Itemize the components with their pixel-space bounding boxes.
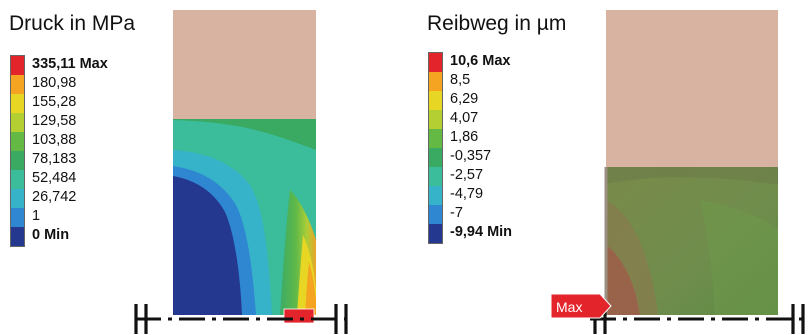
right-legend-label: -9,94 Min <box>450 224 513 240</box>
left-legend-label: 0 Min <box>32 227 70 243</box>
left-contour-right-orange <box>305 262 316 315</box>
right-legend-swatch <box>429 186 442 205</box>
right-upper-block <box>606 10 778 167</box>
left-legend-label: 335,11 Max <box>32 56 108 72</box>
left-legend-label: 78,183 <box>32 151 77 167</box>
left-upper-block <box>173 10 316 119</box>
right-legend-swatch <box>429 91 442 110</box>
left-model <box>134 10 348 334</box>
right-legend-label: -7 <box>450 205 463 221</box>
left-legend-swatch <box>11 56 24 75</box>
left-panel-title: Druck in MPa <box>9 12 136 35</box>
right-contour-min-zone <box>606 245 640 315</box>
left-legend-swatch <box>11 170 24 189</box>
right-legend-swatch <box>429 53 442 72</box>
left-legend-label: 180,98 <box>32 75 77 91</box>
left-legend-swatch <box>11 227 24 246</box>
right-max-tag-label: Max <box>556 299 582 315</box>
left-legend-colorbar <box>10 55 25 247</box>
right-legend-label: 8,5 <box>450 72 471 88</box>
left-legend-swatch <box>11 208 24 227</box>
left-axis-break-marker-left <box>134 304 148 334</box>
right-contour-right-zone <box>700 200 778 315</box>
right-legend-swatch <box>429 129 442 148</box>
right-legend-swatch <box>429 148 442 167</box>
left-legend-label: 26,742 <box>32 189 77 205</box>
right-legend-label: -0,357 <box>450 148 492 164</box>
right-legend-swatch <box>429 110 442 129</box>
left-legend-label: 52,484 <box>32 170 77 186</box>
left-axis-break-marker-right <box>334 304 348 334</box>
right-legend-label: -2,57 <box>450 167 484 183</box>
left-legend-label: 155,28 <box>32 94 77 110</box>
right-legend-swatch <box>429 205 442 224</box>
left-legend-label: 103,88 <box>32 132 77 148</box>
left-legend-swatch <box>11 75 24 94</box>
right-legend-labels: 10,6 Max 8,5 6,29 4,07 1,86 -0,357 -2,57 -4,79 -… <box>450 52 512 242</box>
left-legend-labels: 335,11 Max 180,98 155,28 129,58 103,88 78,183… <box>32 55 108 245</box>
left-contour-band-top <box>173 119 316 150</box>
right-axis-break-marker-right <box>791 304 805 334</box>
left-max-marker <box>283 308 315 324</box>
left-contour-min <box>173 176 242 315</box>
left-legend-swatch <box>11 151 24 170</box>
right-max-callout: Max <box>550 293 612 319</box>
right-contour-dark-top <box>606 167 778 185</box>
right-legend-swatch <box>429 72 442 91</box>
right-legend-label: 1,86 <box>450 129 479 145</box>
right-legend-colorbar <box>428 52 443 244</box>
right-legend-label: 4,07 <box>450 110 479 126</box>
right-model: Max <box>550 10 805 334</box>
left-legend-swatch <box>11 132 24 151</box>
right-panel-title: Reibweg in µm <box>427 12 567 35</box>
left-legend-label: 1 <box>32 208 41 224</box>
left-legend-label: 129,58 <box>32 113 77 129</box>
right-legend-label: 6,29 <box>450 91 479 107</box>
left-legend-swatch <box>11 189 24 208</box>
right-legend-label: 10,6 Max <box>450 53 511 69</box>
right-legend-swatch <box>429 167 442 186</box>
left-legend-swatch <box>11 113 24 132</box>
left-legend-swatch <box>11 94 24 113</box>
right-legend-swatch <box>429 224 442 243</box>
right-legend-label: -4,79 <box>450 186 484 202</box>
